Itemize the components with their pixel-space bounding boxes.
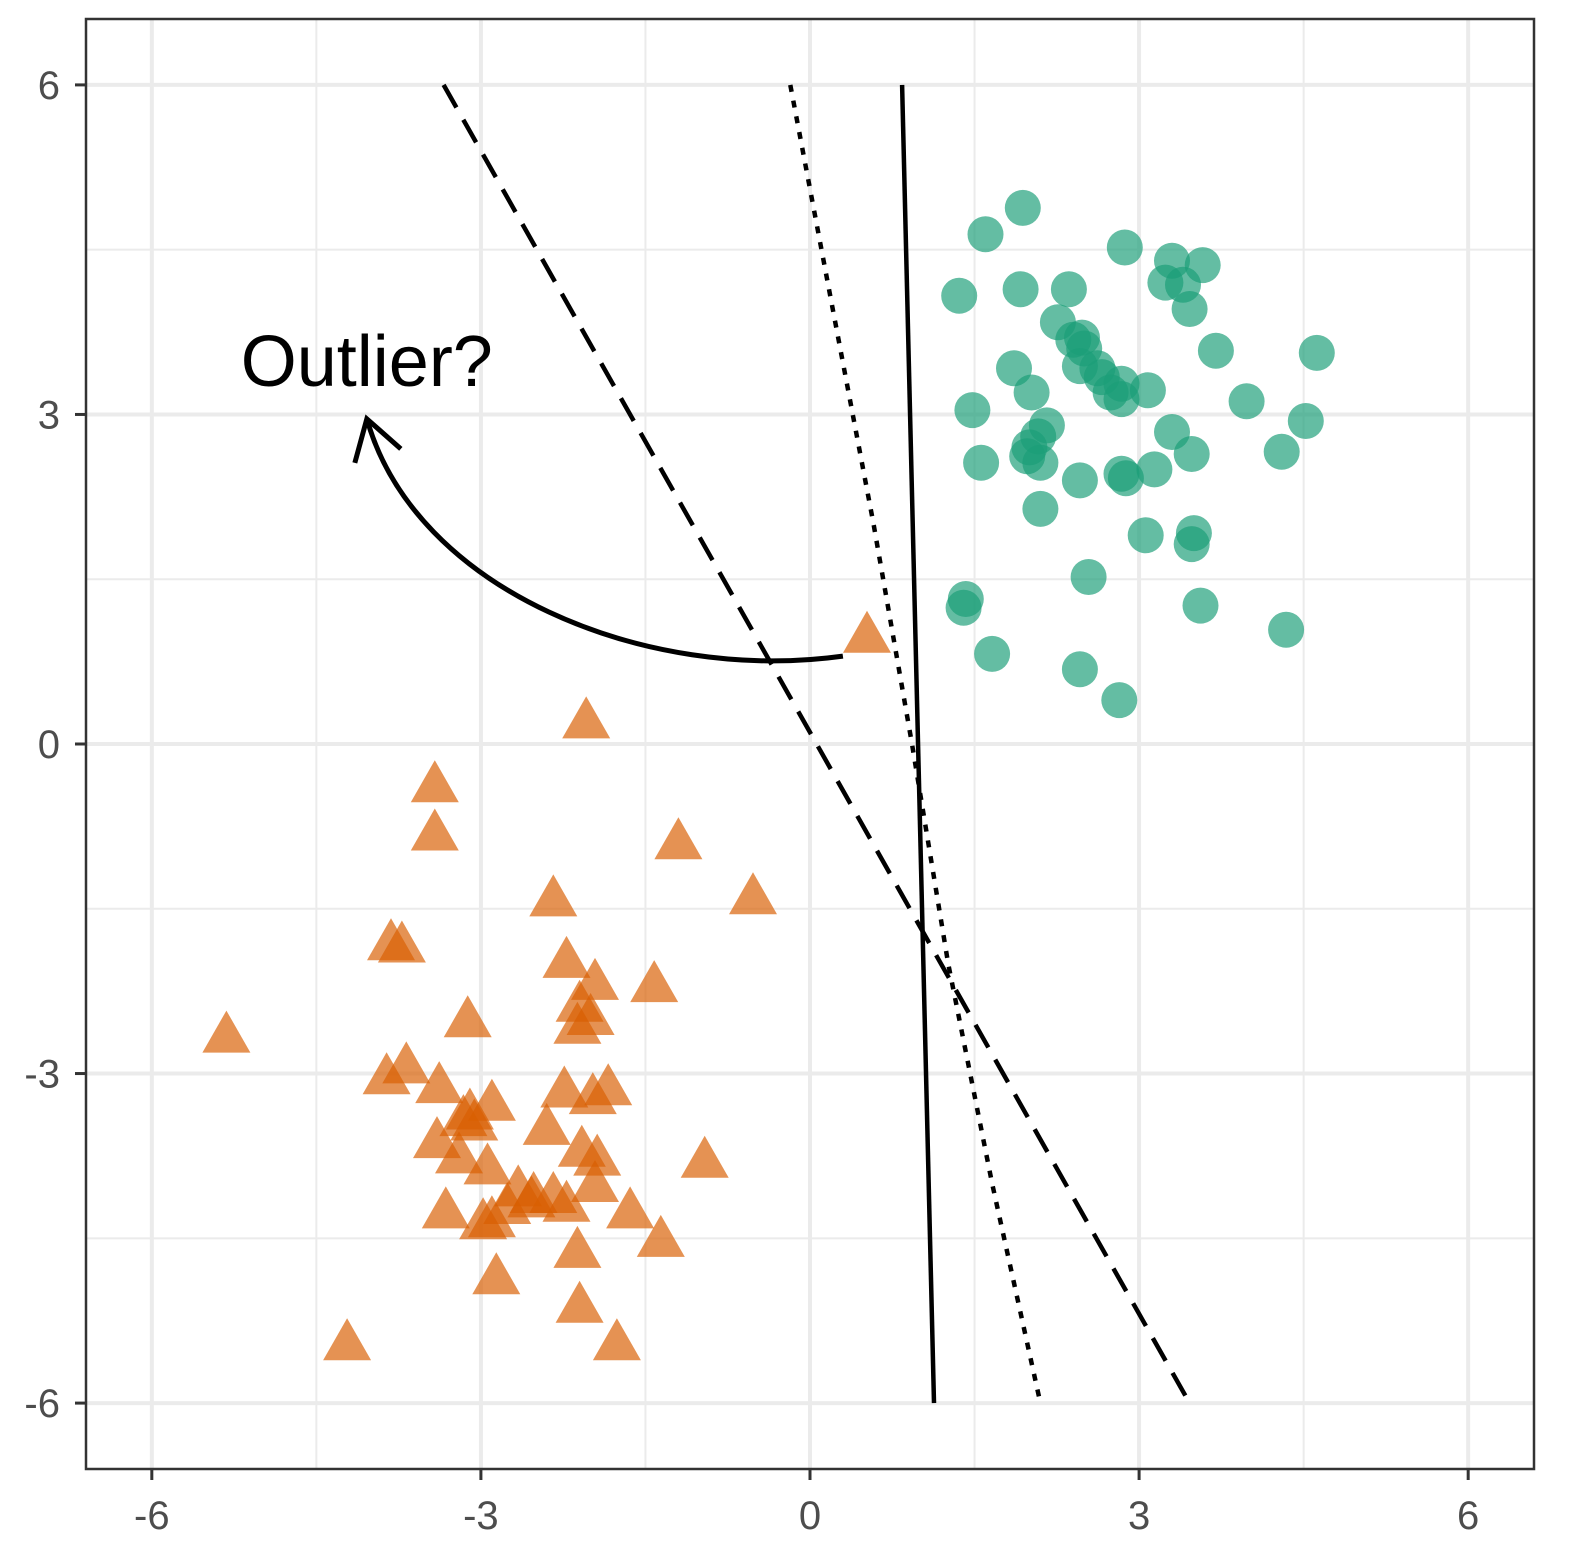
triangle-point [435,1131,483,1174]
y-tick-label: 3 [38,393,60,437]
y-tick-label: -3 [24,1053,60,1097]
circle-point [1013,374,1050,411]
triangle-point [553,1001,602,1044]
circle-point [1287,403,1324,439]
y-tick-label: 0 [38,723,60,767]
circle-point [1136,451,1173,488]
data-points [202,189,1335,1361]
triangle-point [630,960,679,1003]
triangle-point [540,1065,589,1108]
circle-point [1002,271,1039,308]
triangle-point [443,995,492,1038]
circle-point [1298,334,1335,371]
triangle-point [459,1197,508,1240]
triangle-point [729,872,777,915]
triangle-point [636,1214,685,1257]
circle-point [954,392,991,429]
circle-point [1061,651,1098,688]
triangle-point [463,1142,512,1185]
triangle-point [522,1102,571,1145]
circle-point [967,216,1004,253]
circle-point [1228,383,1265,420]
y-tick-label: 6 [38,64,60,108]
boundary-line-solid [899,84,937,1404]
triangle-point [843,610,891,653]
triangle-point [202,1010,251,1053]
circle-point [1268,611,1305,648]
annotation-group: Outlier? [241,322,844,664]
annotation-arrow [364,418,844,664]
boundary-line-dashed [441,83,1192,1405]
circle-point [1022,444,1059,481]
circle-point [974,635,1011,672]
circle-point [1070,559,1107,595]
x-tick-label: -3 [463,1494,499,1538]
triangle-point [555,1280,604,1323]
triangle-point [542,1179,591,1222]
circle-point [963,444,1000,481]
annotation-arrowhead [352,414,403,464]
triangle-point [472,1252,521,1295]
circle-point [1050,271,1087,308]
circle-point [1061,462,1098,499]
y-tick-label: -6 [24,1382,60,1426]
triangle-point [421,1186,470,1229]
annotation-outlier-label: Outlier? [241,322,493,402]
decision-boundaries [441,83,1192,1405]
triangle-point [377,920,426,963]
circle-point [1127,517,1164,554]
axis-ticks: -6 -3 0 3 6 -6 -3 0 3 6 [24,64,1479,1538]
circle-point [1182,587,1219,624]
triangle-point [562,696,611,739]
circle-point [1171,291,1208,327]
circle-point [941,277,978,314]
circle-point [1263,433,1300,470]
triangle-point [592,1318,641,1361]
circle-point [1197,332,1234,369]
circle-point [1173,436,1210,472]
circle-point [1101,682,1138,719]
triangle-point [362,1052,411,1095]
triangle-point [415,1061,464,1104]
triangle-point [573,1133,622,1176]
circle-point [945,589,982,626]
triangle-point [410,808,459,851]
circle-point [1173,526,1210,563]
triangle-point [654,817,703,860]
x-tick-label: 6 [1457,1494,1479,1538]
triangle-point [410,760,459,803]
triangle-point [450,1098,499,1141]
triangle-point [553,1225,602,1268]
x-tick-label: 3 [1128,1494,1150,1538]
triangle-point [413,1116,461,1159]
x-tick-label: 0 [799,1494,821,1538]
triangle-point [529,874,578,917]
triangle-point [542,935,591,978]
triangle-point [680,1135,729,1178]
circle-point [1103,381,1140,418]
triangle-point [571,1160,619,1202]
x-tick-label: -6 [134,1494,170,1538]
triangle-point [568,1072,617,1115]
circle-point [1106,229,1143,266]
circle-point [1022,490,1059,527]
circle-point [1004,189,1041,226]
triangle-point [606,1186,655,1229]
triangle-point [323,1318,372,1361]
circle-point [1107,460,1144,497]
